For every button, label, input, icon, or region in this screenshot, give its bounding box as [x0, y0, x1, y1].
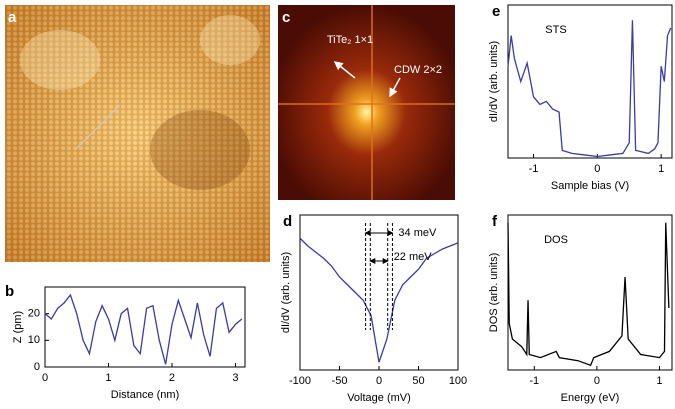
x-tick-label: 0: [42, 372, 48, 384]
data-line: [44, 293, 243, 365]
y-axis-label: dI/dV (arb. units): [280, 252, 292, 333]
x-tick-label: -50: [332, 375, 348, 387]
panel-letter: a: [8, 9, 17, 26]
x-tick-label: -100: [289, 375, 311, 387]
y-axis-label: Z (pm): [12, 311, 24, 343]
image-annotation: TiTe₂ 1×1: [327, 34, 373, 46]
x-tick-label: 0: [594, 375, 600, 387]
y-tick-label: 0: [34, 361, 40, 373]
panel-letter: b: [5, 283, 14, 300]
x-tick-label: 1: [656, 375, 662, 387]
x-axis-label: Voltage (mV): [347, 392, 411, 404]
stm-image: [5, 5, 270, 262]
plot-frame: [507, 4, 673, 159]
gap-label: 34 meV: [398, 227, 437, 239]
y-axis-label: dI/dV (arb. units): [488, 41, 500, 122]
x-tick-label: 1: [658, 163, 664, 175]
image-annotation: CDW 2×2: [394, 64, 442, 76]
x-tick-label: 3: [232, 372, 238, 384]
panel-letter: c: [282, 9, 290, 26]
y-tick-label: 10: [28, 334, 40, 346]
x-axis-label: Distance (nm): [111, 389, 179, 401]
x-axis-label: Energy (eV): [561, 392, 620, 404]
x-tick-label: 1: [105, 372, 111, 384]
panel-annotation: DOS: [544, 234, 568, 246]
x-tick-label: 0: [594, 163, 600, 175]
gap-label: 22 meV: [394, 251, 433, 263]
y-tick-label: 20: [28, 308, 40, 320]
x-tick-label: 0: [376, 375, 382, 387]
x-tick-label: 2: [169, 372, 175, 384]
x-axis-label: Sample bias (V): [551, 180, 629, 192]
data-line: [507, 20, 672, 158]
y-axis-label: DOS (arb. units): [488, 253, 500, 332]
panel-letter: e: [492, 3, 500, 20]
plot-frame: [44, 286, 246, 368]
panel-letter: f: [492, 213, 498, 230]
panel-annotation: STS: [545, 24, 566, 36]
data-line: [299, 237, 459, 363]
plot-frame: [507, 214, 673, 371]
x-tick-label: 50: [412, 375, 424, 387]
panel-letter: d: [283, 213, 292, 230]
x-tick-label: 100: [449, 375, 467, 387]
fft-image: [278, 5, 455, 200]
data-line: [507, 222, 670, 367]
x-tick-label: -1: [529, 375, 539, 387]
x-tick-label: -1: [529, 163, 539, 175]
